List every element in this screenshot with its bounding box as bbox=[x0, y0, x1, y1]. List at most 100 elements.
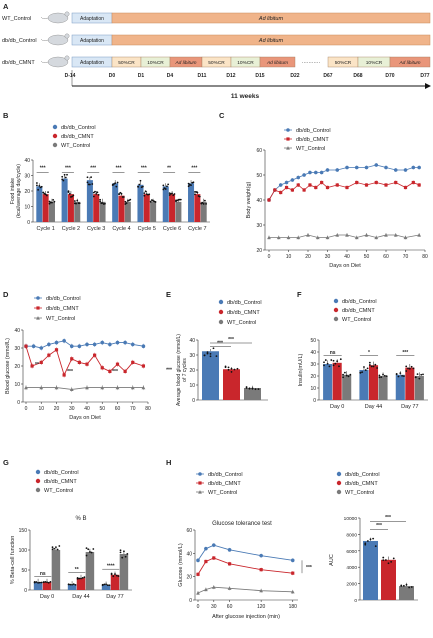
data-dot bbox=[76, 578, 79, 580]
data-dot bbox=[119, 549, 122, 552]
data-dot bbox=[372, 537, 375, 540]
data-dot bbox=[414, 376, 417, 378]
data-dot bbox=[124, 200, 127, 203]
data-dot bbox=[324, 359, 327, 361]
y-axis-label: % Beta-cell function bbox=[10, 536, 16, 585]
x-tick-label: 0 bbox=[25, 406, 28, 412]
data-dot bbox=[374, 363, 377, 366]
y-tick-label: 30 bbox=[14, 346, 20, 352]
y-tick-label: 10 bbox=[189, 383, 195, 389]
data-dot bbox=[166, 185, 168, 188]
bar bbox=[342, 374, 352, 400]
day-label: D0 bbox=[109, 73, 116, 79]
y-tick-label: 20 bbox=[256, 248, 262, 254]
bar bbox=[85, 552, 95, 590]
data-dot bbox=[143, 194, 146, 197]
panel-letter: B bbox=[3, 111, 9, 120]
data-dot bbox=[118, 193, 120, 196]
series-line bbox=[197, 544, 293, 561]
y-tick-label: 0 bbox=[27, 220, 30, 226]
data-dot bbox=[194, 193, 196, 196]
data-dot bbox=[162, 184, 165, 187]
data-dot bbox=[96, 191, 99, 194]
bar bbox=[137, 184, 144, 222]
ad-libitum-bar bbox=[111, 34, 431, 46]
cr-segment-label: 50%CR bbox=[208, 60, 225, 66]
y-tick-label: 10000 bbox=[344, 516, 358, 522]
y-tick-label: 0 bbox=[354, 598, 357, 604]
significance-label: *** bbox=[65, 165, 71, 171]
y-tick-label: 150 bbox=[19, 528, 28, 534]
data-dot bbox=[83, 576, 86, 579]
y-tick-label: 60 bbox=[186, 528, 192, 534]
data-dot bbox=[382, 373, 384, 376]
x-axis-label: After glucose injection (min) bbox=[212, 614, 280, 620]
data-dot bbox=[72, 194, 75, 197]
y-tick-label: 40 bbox=[189, 338, 195, 344]
x-tick-label: 40 bbox=[84, 406, 90, 412]
data-dot bbox=[336, 360, 339, 363]
x-tick-label: Day 44 bbox=[365, 404, 382, 410]
y-axis-label: Average blood glucose (mmol/L) bbox=[176, 334, 182, 406]
data-dot bbox=[251, 387, 254, 390]
mouse-ear-icon bbox=[64, 33, 70, 39]
mouse-ear-icon bbox=[64, 55, 70, 61]
data-dot bbox=[38, 184, 41, 187]
x-tick-label: Cycle 6 bbox=[163, 226, 181, 232]
data-dot bbox=[368, 361, 371, 364]
x-tick-label: 0 bbox=[268, 254, 271, 260]
data-dot bbox=[374, 545, 377, 548]
data-dot bbox=[410, 586, 413, 588]
data-dot bbox=[103, 583, 106, 586]
bar bbox=[76, 578, 86, 590]
data-dot bbox=[99, 198, 102, 201]
legend-label: db/db_Control bbox=[296, 128, 331, 134]
bar bbox=[368, 365, 379, 400]
legend-label: db/db_CMNT bbox=[44, 479, 77, 485]
data-dot bbox=[215, 355, 218, 358]
data-dot bbox=[68, 192, 71, 195]
bar bbox=[42, 582, 52, 590]
bar bbox=[162, 186, 169, 222]
significance-label: *** bbox=[116, 165, 122, 171]
bar bbox=[118, 195, 125, 222]
y-tick-label: 6000 bbox=[346, 549, 357, 555]
legend-marker bbox=[218, 319, 224, 325]
data-dot bbox=[162, 188, 165, 191]
data-dot bbox=[418, 377, 421, 380]
data-dot bbox=[137, 185, 139, 188]
data-dot bbox=[339, 358, 342, 361]
data-dot bbox=[363, 366, 365, 368]
data-dot bbox=[72, 583, 75, 586]
x-axis-label: Days on Diet bbox=[329, 263, 361, 269]
data-dot bbox=[405, 583, 408, 586]
data-dot bbox=[179, 198, 182, 201]
data-dot bbox=[203, 199, 206, 202]
bar bbox=[93, 194, 100, 222]
data-dot bbox=[92, 191, 95, 194]
data-dot bbox=[168, 194, 171, 196]
bar bbox=[381, 559, 396, 600]
bar bbox=[61, 178, 68, 222]
data-dot bbox=[368, 364, 371, 366]
legend-label: db/db_Control bbox=[342, 299, 377, 305]
x-tick-label: 20 bbox=[54, 406, 60, 412]
bar bbox=[244, 388, 261, 400]
data-dot bbox=[47, 581, 50, 584]
significance-label: ** bbox=[75, 567, 79, 573]
data-dot bbox=[104, 202, 106, 205]
data-dot bbox=[38, 581, 41, 584]
data-dot bbox=[408, 367, 411, 370]
data-dot bbox=[78, 577, 81, 580]
y-tick-label: 100 bbox=[19, 548, 28, 554]
legend-marker bbox=[286, 137, 290, 141]
legend-label: db/db_CMNT bbox=[296, 137, 329, 143]
data-dot bbox=[224, 365, 227, 368]
chart-subtitle: % B bbox=[75, 516, 86, 522]
legend-label: db/db_CMNT bbox=[208, 481, 241, 487]
data-dot bbox=[412, 367, 415, 370]
data-dot bbox=[364, 369, 367, 371]
data-dot bbox=[87, 548, 90, 551]
legend-label: db/db_Control bbox=[345, 472, 380, 478]
cr-segment-label: 50%CR bbox=[335, 60, 352, 66]
